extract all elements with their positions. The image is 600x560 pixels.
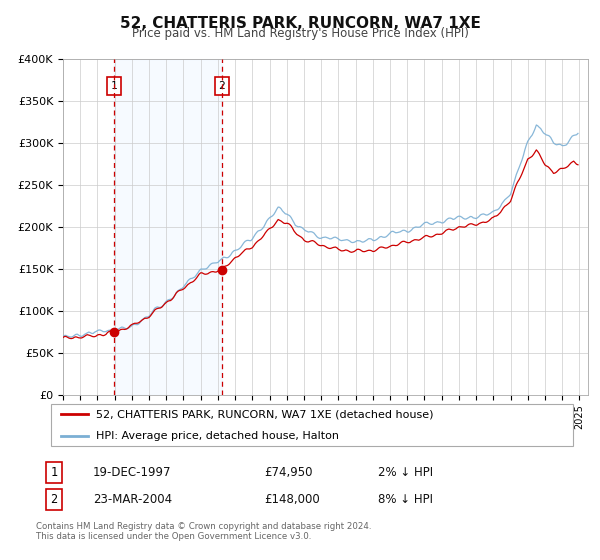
Text: 23-MAR-2004: 23-MAR-2004: [93, 493, 172, 506]
Text: 2% ↓ HPI: 2% ↓ HPI: [378, 466, 433, 479]
Text: 8% ↓ HPI: 8% ↓ HPI: [378, 493, 433, 506]
Text: 1: 1: [111, 81, 118, 91]
Bar: [114, 59, 222, 395]
Text: 2: 2: [218, 81, 225, 91]
Text: £148,000: £148,000: [264, 493, 320, 506]
Text: 52, CHATTERIS PARK, RUNCORN, WA7 1XE: 52, CHATTERIS PARK, RUNCORN, WA7 1XE: [119, 16, 481, 31]
Text: This data is licensed under the Open Government Licence v3.0.: This data is licensed under the Open Gov…: [36, 532, 311, 541]
Text: £74,950: £74,950: [264, 466, 313, 479]
Text: 1: 1: [50, 466, 58, 479]
Text: Price paid vs. HM Land Registry's House Price Index (HPI): Price paid vs. HM Land Registry's House …: [131, 27, 469, 40]
Text: 19-DEC-1997: 19-DEC-1997: [93, 466, 172, 479]
FancyBboxPatch shape: [50, 404, 574, 446]
Text: 2: 2: [50, 493, 58, 506]
Text: HPI: Average price, detached house, Halton: HPI: Average price, detached house, Halt…: [95, 431, 338, 441]
Text: 52, CHATTERIS PARK, RUNCORN, WA7 1XE (detached house): 52, CHATTERIS PARK, RUNCORN, WA7 1XE (de…: [95, 409, 433, 419]
Text: Contains HM Land Registry data © Crown copyright and database right 2024.: Contains HM Land Registry data © Crown c…: [36, 522, 371, 531]
